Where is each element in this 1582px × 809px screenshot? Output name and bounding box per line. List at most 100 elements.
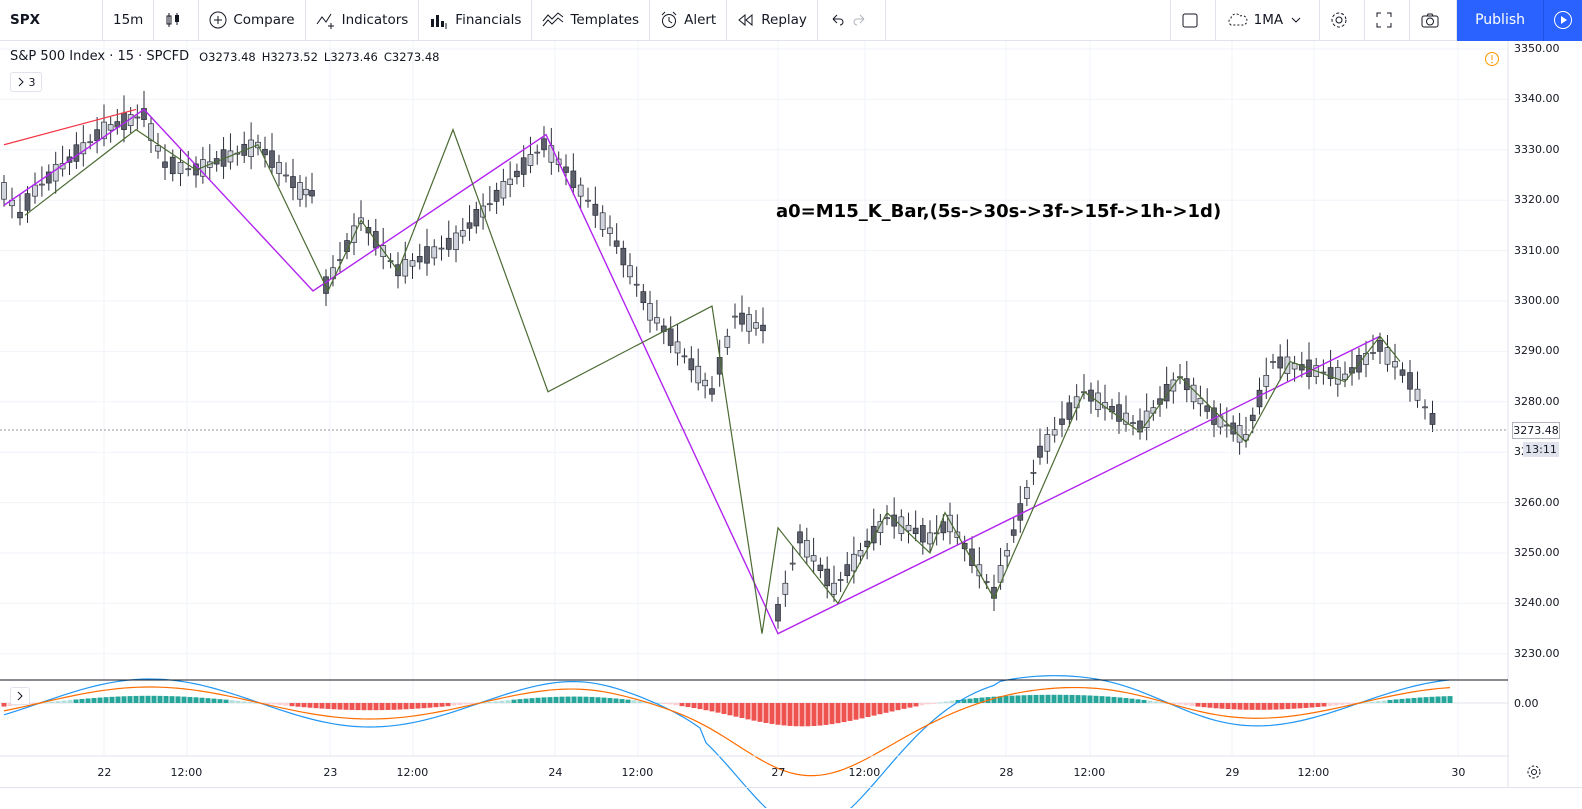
alert-label: Alert [684,12,717,28]
macd-histogram-bar [1129,698,1135,703]
macd-histogram-bar [145,695,151,703]
chart-type-button[interactable] [154,0,200,41]
candle-body [52,164,59,182]
macd-histogram-bar [631,700,637,703]
macd-histogram-bar [607,698,613,703]
templates-icon [543,12,564,27]
candle-body [303,188,309,196]
candle-body [1327,367,1334,379]
financials-button[interactable]: Financials [419,0,533,41]
symbol-search[interactable]: SPX [0,0,103,41]
undo-redo-group [818,0,886,41]
macd-histogram-bar [385,703,391,710]
indicators-button[interactable]: Indicators [306,0,420,41]
macd-histogram-bar [871,703,877,716]
macd-histogram-bar [163,695,169,703]
macd-histogram-bar [523,698,529,703]
indicator-legend-toggle[interactable]: 3 [10,72,42,92]
candle-body [45,171,52,184]
time-tick-label: 30 [1451,766,1466,779]
macd-histogram-bar [541,697,547,703]
macd-histogram-bar [649,702,655,704]
macd-histogram-bar [373,703,379,711]
chart-annotation-text[interactable]: a0=M15_K_Bar,(5s->30s->3f->15f->1h->1d) [776,201,1222,222]
interval-button[interactable]: 15m [103,0,155,41]
candle-body [1163,383,1170,402]
warning-icon[interactable] [1484,51,1500,67]
macd-histogram-bar [115,696,121,703]
macd-histogram-bar [1441,696,1447,703]
macd-histogram-bar [325,703,331,709]
macd-histogram-bar [1285,703,1291,710]
macd-histogram-bar [661,703,667,704]
snapshot-button[interactable] [1410,0,1458,41]
macd-histogram-bar [1279,703,1285,710]
redo-icon[interactable] [852,12,868,28]
candle-body [633,283,640,286]
time-tick-label: 23 [323,766,338,779]
macd-histogram-bar [739,703,745,719]
candle-body [155,145,161,152]
candle-body [891,514,898,527]
macd-histogram-bar [1411,697,1417,703]
macd-histogram-bar [991,696,997,703]
macd-pane [0,675,1508,808]
candle-body [709,388,715,395]
macd-histogram-bar [1045,694,1051,703]
candle-body [541,138,547,151]
macd-histogram-bar [817,703,823,726]
templates-label: Templates [570,12,640,28]
alert-button[interactable]: Alert [650,0,728,41]
settings-button[interactable] [1320,0,1366,41]
macd-legend-toggle[interactable] [10,687,30,705]
compare-button[interactable]: Compare [199,0,306,41]
templates-button[interactable]: Templates [532,0,651,41]
macd-histogram-bar [1447,696,1453,703]
replay-button[interactable]: Replay [727,0,818,41]
macd-histogram-bar [895,703,901,711]
macd-histogram-bar [655,702,661,704]
candle-body [283,174,289,177]
macd-histogram-bar [427,703,433,708]
macd-histogram-bar [439,703,445,707]
macd-histogram-bar [301,703,307,708]
candle-body [1030,472,1037,474]
macd-histogram-bar [1339,703,1345,705]
publish-menu-button[interactable] [1543,0,1582,41]
candle-body [1334,367,1341,385]
price-tick-label: 3280.00 [1514,394,1560,408]
macd-histogram-bar [127,696,133,703]
candle-body [507,178,514,185]
macd-histogram-bar [1015,695,1021,703]
macd-histogram-bar [1435,696,1441,703]
publish-button[interactable]: Publish [1457,0,1543,41]
candle-body [1377,339,1383,352]
axis-settings-icon[interactable] [1526,764,1542,780]
macd-histogram-bar [793,703,799,727]
candle-body [688,358,695,371]
candle-body [739,312,745,325]
macd-histogram-bar [1273,703,1279,710]
candle-body [877,521,884,533]
undo-icon[interactable] [829,12,845,28]
macd-histogram-bar [1039,694,1045,703]
macd-histogram-bar [397,703,403,710]
candle-body [1123,412,1129,425]
time-tick-label: 29 [1225,766,1240,779]
time-tick-label: 27 [771,766,786,779]
time-tick-label: 28 [999,766,1014,779]
time-tick-label: 12:00 [1297,766,1330,779]
macd-histogram-bar [331,703,337,710]
price-tick-label: 3260.00 [1514,495,1560,509]
macd-histogram-bar [943,701,949,703]
fullscreen-button[interactable] [1365,0,1411,41]
macd-histogram-bar [7,703,13,706]
macd-histogram-bar [1,703,7,707]
layout-button[interactable] [1169,0,1216,41]
candles-icon [166,13,180,27]
candle-body [290,176,296,188]
legend-low: L3273.46 [323,49,378,64]
candle-body [919,525,926,543]
layout-select[interactable]: 1MA [1216,0,1321,41]
